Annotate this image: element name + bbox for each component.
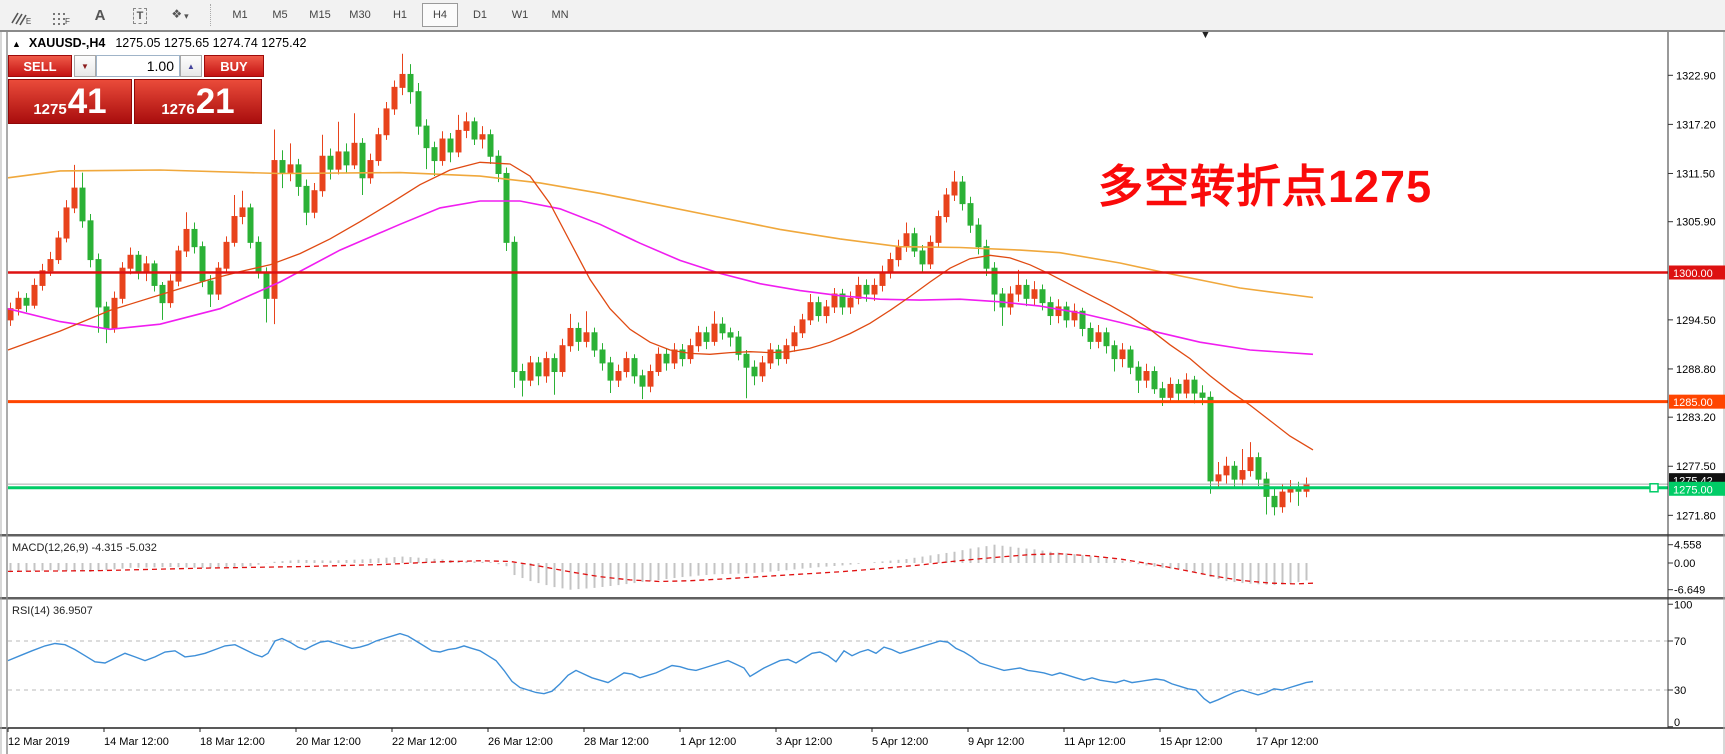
pane-borders	[0, 30, 1725, 754]
text-label-icon[interactable]: A	[94, 7, 106, 24]
svg-text:28 Mar 12:00: 28 Mar 12:00	[584, 736, 649, 748]
chart-title: ▲ XAUUSD-,H4 1275.05 1275.65 1274.74 1275.…	[12, 36, 306, 50]
svg-text:70: 70	[1674, 636, 1686, 648]
svg-text:1283.20: 1283.20	[1676, 412, 1716, 424]
price-axis: 1322.90 1317.20 1311.50 1305.90 1294.50 1288.…	[1668, 70, 1725, 729]
svg-text:0.00: 0.00	[1674, 558, 1695, 570]
svg-text:26 Mar 12:00: 26 Mar 12:00	[488, 736, 553, 748]
chart-shift-marker-icon: ▼	[1200, 29, 1211, 41]
sell-price-pips: 41	[67, 82, 107, 121]
svg-text:1317.20: 1317.20	[1676, 119, 1716, 131]
buy-price-display[interactable]: 1276 21	[134, 79, 262, 124]
svg-text:20 Mar 12:00: 20 Mar 12:00	[296, 736, 361, 748]
rsi-pane: RSI(14) 36.9507	[7, 605, 1668, 704]
timeframe-button-m5[interactable]: M5	[272, 9, 288, 21]
svg-text:22 Mar 12:00: 22 Mar 12:00	[392, 736, 457, 748]
svg-text:14 Mar 12:00: 14 Mar 12:00	[104, 736, 169, 748]
ma-mid	[7, 200, 1314, 356]
volume-increase-button[interactable]: ▲	[180, 55, 202, 77]
svg-text:0: 0	[1674, 717, 1680, 729]
svg-text:4.558: 4.558	[1674, 540, 1702, 552]
textbox-icon[interactable]: T	[122, 2, 158, 28]
svg-text:1285.00: 1285.00	[1673, 397, 1713, 409]
ohlc-quotes: 1275.05 1275.65 1274.74 1275.42	[115, 36, 307, 50]
chart-annotation-text: 多空转折点1275	[1098, 161, 1433, 212]
toolbar-separator	[210, 4, 212, 26]
down-arrow-icon: ▼	[81, 61, 89, 71]
svg-text:100: 100	[1674, 599, 1692, 611]
svg-text:1300.00: 1300.00	[1673, 268, 1713, 280]
sell-price-display[interactable]: 1275 41	[8, 79, 132, 124]
svg-text:18 Mar 12:00: 18 Mar 12:00	[200, 736, 265, 748]
timeframe-button-m30[interactable]: M30	[349, 9, 371, 21]
moving-average-lines	[7, 161, 1314, 451]
svg-text:17 Apr 12:00: 17 Apr 12:00	[1256, 736, 1318, 748]
timeframe-button-mn[interactable]: MN	[551, 9, 569, 21]
svg-text:1 Apr 12:00: 1 Apr 12:00	[680, 736, 736, 748]
sell-button[interactable]: SELL	[8, 55, 72, 77]
toolbar-icon-group: E F A T ❖ ▾	[0, 0, 200, 30]
level-line-handle	[1649, 483, 1659, 493]
svg-text:1271.80: 1271.80	[1676, 510, 1716, 522]
svg-text:1277.50: 1277.50	[1676, 461, 1716, 473]
svg-text:RSI(14) 36.9507: RSI(14) 36.9507	[12, 605, 93, 617]
time-axis: 12 Mar 2019 14 Mar 12:00 18 Mar 12:00 20 Ma…	[7, 728, 1318, 748]
cursor-mode-icon[interactable]: ❖ ▾	[171, 7, 189, 21]
buy-price-pips: 21	[195, 82, 235, 121]
timeframe-button-w1[interactable]: W1	[511, 9, 529, 21]
macd-pane: MACD(12,26,9) -4.315 -5.032	[7, 542, 1314, 590]
buy-button[interactable]: BUY	[204, 55, 264, 77]
volume-input[interactable]: 1.00	[96, 55, 180, 77]
svg-text:9 Apr 12:00: 9 Apr 12:00	[968, 736, 1024, 748]
grid-icon[interactable]: F	[42, 2, 78, 28]
svg-text:1322.90: 1322.90	[1676, 70, 1716, 82]
up-arrow-icon: ▲	[187, 61, 195, 71]
symbol-period-label: XAUUSD-,H4	[28, 36, 106, 50]
timeframe-button-d1[interactable]: D1	[472, 9, 488, 21]
svg-text:5 Apr 12:00: 5 Apr 12:00	[872, 736, 928, 748]
timeframe-button-h1[interactable]: H1	[392, 9, 408, 21]
svg-text:3 Apr 12:00: 3 Apr 12:00	[776, 736, 832, 748]
candlesticks	[7, 53, 1310, 516]
timeframe-button-m1[interactable]: M1	[232, 9, 248, 21]
indicators-hatch-icon[interactable]: E	[2, 2, 38, 28]
one-click-trade-panel: SELL ▼ 1.00 ▲ BUY 1275 41 1276 21	[8, 55, 264, 124]
svg-text:MACD(12,26,9) -4.315 -5.032: MACD(12,26,9) -4.315 -5.032	[12, 542, 157, 554]
timeframe-button-m15[interactable]: M15	[309, 9, 331, 21]
svg-text:1305.90: 1305.90	[1676, 217, 1716, 229]
timeframe-button-group: M1 M5 M15 M30 H1 H4 D1 W1 MN	[220, 0, 580, 30]
svg-text:12 Mar 2019: 12 Mar 2019	[8, 736, 70, 748]
horizontal-level-lines[interactable]	[8, 271, 1668, 493]
volume-decrease-button[interactable]: ▼	[74, 55, 96, 77]
buy-price-base: 1276	[161, 101, 195, 118]
sell-price-base: 1275	[33, 101, 67, 118]
svg-text:-6.649: -6.649	[1674, 585, 1705, 597]
svg-text:11 Apr 12:00: 11 Apr 12:00	[1064, 736, 1126, 748]
ma-fast	[7, 161, 1314, 451]
svg-text:1288.80: 1288.80	[1676, 364, 1716, 376]
toolbar: E F A T ❖ ▾ M1 M5 M15 M30 H1 H4 D1 W1 MN	[0, 0, 1725, 32]
timeframe-button-h4[interactable]: H4	[422, 3, 458, 27]
svg-text:1275.00: 1275.00	[1673, 484, 1713, 496]
svg-text:1294.50: 1294.50	[1676, 315, 1716, 327]
svg-text:30: 30	[1674, 685, 1686, 697]
one-click-toggle-icon[interactable]: ▲	[12, 39, 21, 49]
ma-slow	[7, 169, 1314, 299]
svg-text:1311.50: 1311.50	[1676, 168, 1715, 180]
svg-text:15 Apr 12:00: 15 Apr 12:00	[1160, 736, 1222, 748]
